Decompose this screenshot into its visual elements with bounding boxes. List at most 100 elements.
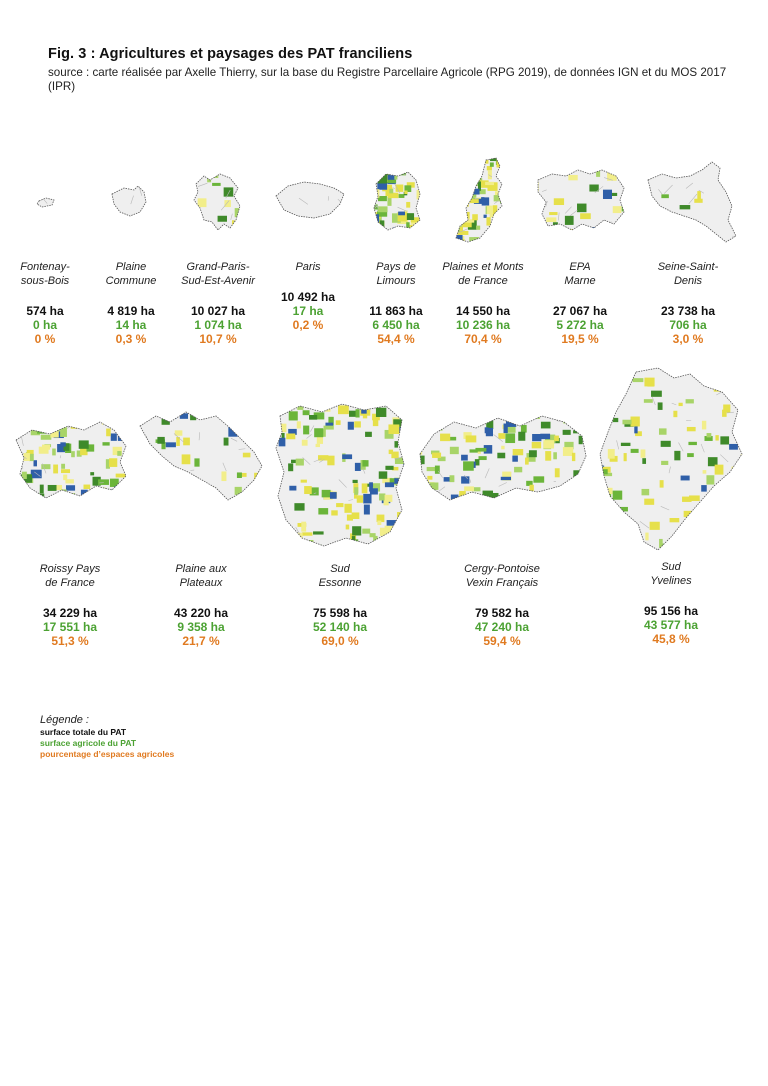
texture-line	[258, 412, 262, 418]
agri-parcel	[545, 451, 552, 461]
agri-parcel	[737, 162, 740, 172]
agri-parcel	[288, 463, 294, 472]
texture-line	[264, 195, 266, 204]
agri-parcel	[374, 172, 375, 177]
texture-line	[607, 221, 612, 230]
agri-parcel	[110, 433, 117, 441]
texture-line	[339, 240, 347, 245]
texture-line	[48, 170, 51, 173]
pat-total: 43 220 ha	[173, 606, 229, 620]
agri-parcel	[562, 506, 569, 512]
agri-parcel	[558, 162, 567, 167]
agri-parcel	[669, 518, 680, 523]
agri-parcel	[297, 404, 304, 410]
agri-parcel	[627, 180, 632, 188]
agri-parcel	[497, 452, 506, 459]
pat-name: Grand-Paris-	[186, 261, 250, 273]
agri-parcel	[426, 182, 434, 187]
agri-parcel	[377, 211, 388, 217]
agri-parcel	[218, 506, 225, 512]
agri-parcel	[445, 436, 457, 441]
agri-parcel	[22, 405, 25, 409]
pat-total: 11 863 ha	[369, 304, 423, 318]
agri-parcel	[242, 452, 251, 458]
agri-parcel	[459, 490, 466, 499]
texture-line	[322, 231, 329, 236]
agri-parcel	[432, 244, 437, 250]
texture-line	[245, 238, 251, 241]
agri-parcel	[408, 498, 410, 506]
agri-parcel	[679, 205, 691, 210]
agri-parcel	[300, 541, 310, 546]
texture-line	[348, 499, 353, 501]
agri-parcel	[507, 179, 516, 189]
agri-parcel	[505, 204, 516, 213]
texture-line	[346, 238, 352, 245]
agri-parcel	[329, 492, 337, 499]
agri-parcel	[393, 227, 401, 230]
texture-line	[648, 164, 651, 173]
pat-map	[274, 403, 410, 556]
texture-line	[230, 161, 233, 168]
agri-parcel	[457, 215, 465, 224]
legend-agricole: surface agricole du PAT	[40, 738, 137, 748]
agri-parcel	[16, 494, 24, 498]
agri-parcel	[463, 219, 475, 223]
agri-parcel	[377, 180, 388, 190]
agri-parcel	[212, 182, 221, 186]
texture-line	[651, 396, 656, 406]
agri-parcel	[515, 160, 524, 167]
agri-parcel	[402, 244, 413, 250]
agri-parcel	[456, 188, 462, 192]
agri-parcel	[307, 551, 311, 556]
agri-parcel	[52, 426, 60, 432]
agri-parcel	[374, 223, 379, 230]
agri-parcel	[612, 490, 623, 500]
agri-parcel	[456, 224, 457, 228]
texture-line	[700, 443, 705, 453]
pat-total: 95 156 ha	[643, 604, 699, 618]
agri-parcel	[680, 475, 690, 481]
agri-parcel	[707, 457, 718, 467]
agri-parcel	[90, 472, 95, 476]
agri-parcel	[475, 166, 482, 170]
agri-parcel	[464, 486, 474, 492]
agri-parcel	[97, 479, 109, 485]
texture-line	[246, 188, 256, 189]
agri-parcel	[318, 455, 329, 461]
agri-parcel	[384, 482, 395, 488]
territory-outline	[647, 161, 737, 243]
agri-parcel	[112, 446, 122, 456]
agri-parcel	[538, 170, 544, 173]
texture-line	[402, 503, 404, 506]
agri-parcel	[724, 486, 730, 491]
agri-parcel	[520, 424, 527, 433]
agri-parcel	[406, 201, 411, 208]
agri-parcel	[491, 230, 499, 237]
agri-parcel	[577, 203, 587, 213]
texture-line	[666, 366, 669, 368]
agri-parcel	[55, 484, 63, 491]
texture-line	[156, 216, 163, 220]
pat-name: EPA	[569, 261, 591, 273]
texture-line	[347, 218, 352, 220]
agri-parcel	[592, 162, 597, 169]
texture-line	[488, 174, 493, 178]
texture-line	[310, 425, 315, 432]
agri-parcel	[520, 191, 528, 199]
agri-parcel	[491, 245, 499, 250]
agri-parcel	[507, 229, 515, 238]
agri-parcel	[387, 175, 396, 185]
agri-parcel	[294, 503, 305, 511]
texture-line	[690, 150, 694, 152]
texture-line	[589, 467, 590, 474]
agri-parcel	[483, 242, 488, 246]
texture-line	[7, 188, 14, 197]
agri-parcel	[500, 476, 511, 481]
agri-parcel	[30, 469, 42, 479]
agri-parcel	[506, 424, 516, 433]
agri-parcel	[274, 551, 279, 556]
agri-parcel	[444, 230, 453, 238]
agri-parcel	[503, 232, 510, 240]
agri-parcel	[644, 498, 655, 505]
